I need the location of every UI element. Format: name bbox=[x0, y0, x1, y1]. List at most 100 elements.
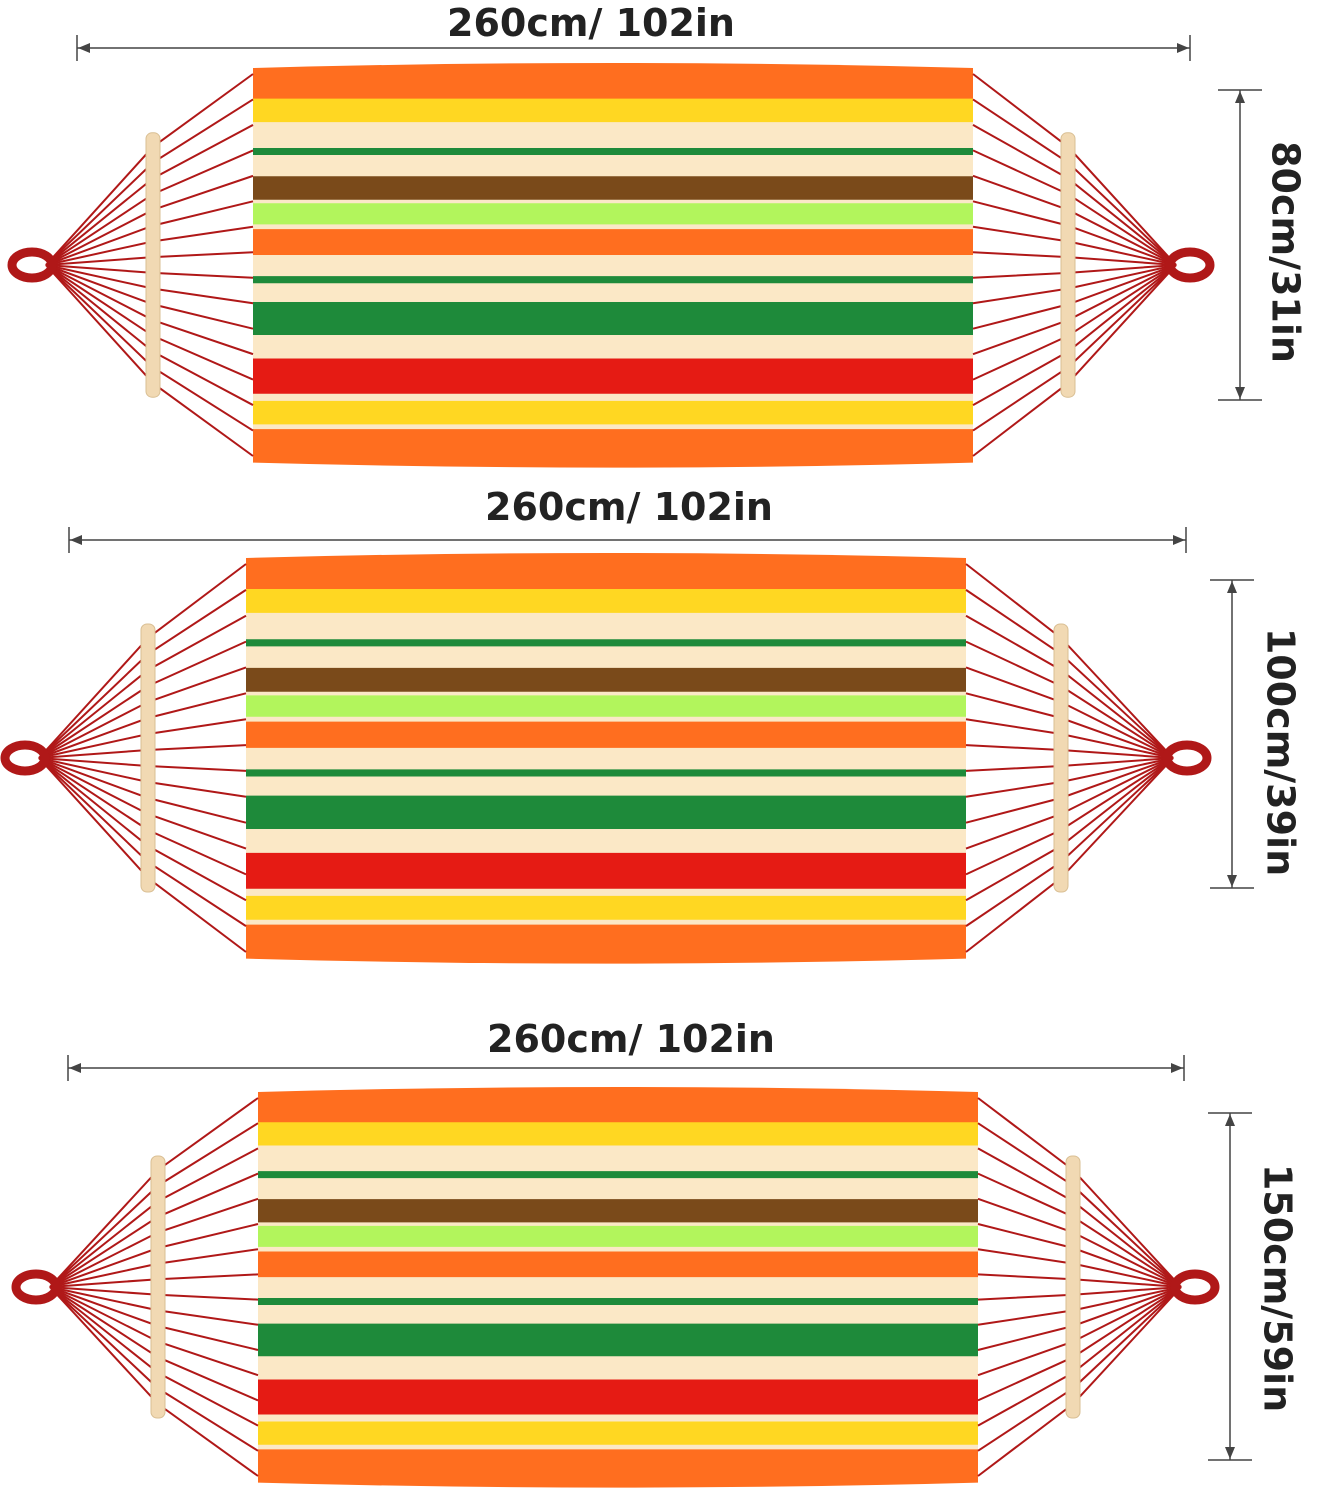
fabric-stripe-orange bbox=[253, 63, 973, 100]
fabric-stripe-brown bbox=[258, 1199, 978, 1223]
fabric-stripe-yellow bbox=[253, 98, 973, 123]
hanging-ring-icon bbox=[1170, 1269, 1220, 1305]
spreader-bar bbox=[1065, 1155, 1081, 1419]
height-label: 80cm/31in bbox=[1264, 141, 1308, 363]
arrow-left-icon bbox=[69, 1063, 81, 1073]
fabric-stripe-cream bbox=[246, 632, 966, 640]
fabric-stripe-cream bbox=[246, 919, 966, 926]
fabric-stripe-cream bbox=[246, 716, 966, 723]
fabric-stripe-orange bbox=[246, 924, 966, 964]
dimension-lines bbox=[67, 1055, 1252, 1461]
fabric-stripe-brown bbox=[246, 667, 966, 693]
fabric-stripe-green bbox=[258, 1323, 978, 1357]
fabric-stripe-green bbox=[246, 639, 966, 647]
arrow-left-icon bbox=[78, 43, 90, 53]
fabric-stripe-cream bbox=[246, 829, 966, 854]
arrow-up-icon bbox=[1225, 1114, 1235, 1126]
fabric-stripe-lime bbox=[253, 203, 973, 226]
fabric-stripe-red bbox=[246, 852, 966, 890]
hanging-ring-icon bbox=[1162, 740, 1212, 776]
fabric-stripe-cream bbox=[258, 1277, 978, 1299]
fabric-stripe-cream bbox=[253, 122, 973, 142]
arrow-up-icon bbox=[1235, 91, 1245, 103]
fabric-stripe-cream bbox=[246, 776, 966, 797]
fabric-stripe-cream bbox=[258, 1414, 978, 1423]
fabric-stripe-green bbox=[246, 769, 966, 778]
fabric-stripe-cream bbox=[253, 283, 973, 303]
fabric-stripe-orange bbox=[258, 1449, 978, 1488]
fabric-stripe-yellow bbox=[258, 1421, 978, 1446]
dimension-lines bbox=[76, 35, 1262, 401]
arrow-right-icon bbox=[1173, 535, 1185, 545]
arrow-down-icon bbox=[1235, 387, 1245, 399]
fabric-stripe-cream bbox=[253, 393, 973, 402]
fabric-stripe-yellow bbox=[258, 1122, 978, 1147]
fabric-stripe-green bbox=[253, 302, 973, 336]
fabric-stripe-cream bbox=[258, 1164, 978, 1172]
width-label: 260cm/ 102in bbox=[447, 1, 735, 45]
fabric-stripe-cream bbox=[253, 155, 973, 177]
spreader-bar bbox=[1053, 623, 1069, 893]
fabric-stripe-orange bbox=[258, 1251, 978, 1278]
fabric-stripe-red bbox=[253, 358, 973, 395]
arrow-right-icon bbox=[1171, 1063, 1183, 1073]
fabric-stripe-cream bbox=[258, 1145, 978, 1165]
fabric-stripe-yellow bbox=[246, 895, 966, 921]
fabric-stripe-cream bbox=[258, 1356, 978, 1381]
fabric-stripe-cream bbox=[246, 747, 966, 770]
fabric-stripe-yellow bbox=[253, 400, 973, 425]
hammock-150cm: 260cm/ 102in 150cm/59in bbox=[11, 1017, 1300, 1488]
fabric-stripe-cream bbox=[253, 224, 973, 230]
spreader-bar bbox=[1060, 132, 1076, 398]
spreader-bar bbox=[150, 1155, 166, 1419]
height-label: 150cm/59in bbox=[1256, 1164, 1300, 1412]
fabric-stripe-orange bbox=[246, 721, 966, 749]
fabric-stripe-brown bbox=[253, 176, 973, 201]
rope-string bbox=[965, 757, 1174, 850]
fabric-stripe-cream bbox=[246, 888, 966, 897]
fabric-stripe-cream bbox=[246, 646, 966, 669]
fabric-stripe-cream bbox=[258, 1222, 978, 1227]
hammock-ropes bbox=[0, 563, 1212, 953]
fabric-stripe-cream bbox=[253, 140, 973, 149]
hanging-ring-icon bbox=[7, 247, 57, 283]
hammock-fabric bbox=[258, 1087, 978, 1488]
fabric-stripe-yellow bbox=[246, 589, 966, 614]
fabric-stripe-orange bbox=[253, 429, 973, 468]
fabric-stripe-orange bbox=[253, 229, 973, 256]
fabric-stripe-cream bbox=[258, 1246, 978, 1253]
fabric-stripe-cream bbox=[258, 1305, 978, 1325]
spreader-bar bbox=[140, 623, 156, 893]
fabric-stripe-cream bbox=[253, 199, 973, 204]
spreader-bar bbox=[145, 132, 161, 398]
fabric-stripe-cream bbox=[253, 424, 973, 430]
arrow-right-icon bbox=[1177, 43, 1189, 53]
hammock-fabric bbox=[246, 553, 966, 964]
rope-string bbox=[965, 757, 1174, 876]
height-label: 100cm/39in bbox=[1259, 628, 1303, 876]
fabric-stripe-cream bbox=[258, 1444, 978, 1451]
fabric-stripe-orange bbox=[246, 553, 966, 590]
fabric-stripe-green bbox=[253, 147, 973, 156]
fabric-stripe-red bbox=[258, 1379, 978, 1416]
fabric-stripe-lime bbox=[246, 695, 966, 718]
fabric-stripe-green bbox=[253, 276, 973, 284]
hammock-80cm: 260cm/ 102in 80cm/31in bbox=[7, 1, 1308, 468]
arrow-down-icon bbox=[1225, 1447, 1235, 1459]
fabric-stripe-cream bbox=[253, 334, 973, 360]
fabric-stripe-orange bbox=[258, 1087, 978, 1123]
fabric-stripe-green bbox=[258, 1298, 978, 1306]
fabric-stripe-cream bbox=[258, 1178, 978, 1200]
fabric-stripe-green bbox=[246, 795, 966, 830]
hammock-100cm: 260cm/ 102in 100cm/39in bbox=[0, 485, 1303, 964]
hammock-ropes bbox=[7, 73, 1215, 457]
rope-string bbox=[965, 640, 1174, 759]
fabric-stripe-cream bbox=[246, 612, 966, 633]
hammock-ropes bbox=[11, 1097, 1220, 1477]
width-label: 260cm/ 102in bbox=[487, 1017, 775, 1061]
fabric-stripe-green bbox=[258, 1171, 978, 1179]
dimension-lines bbox=[68, 527, 1254, 889]
fabric-stripe-cream bbox=[253, 255, 973, 277]
arrow-up-icon bbox=[1227, 581, 1237, 593]
